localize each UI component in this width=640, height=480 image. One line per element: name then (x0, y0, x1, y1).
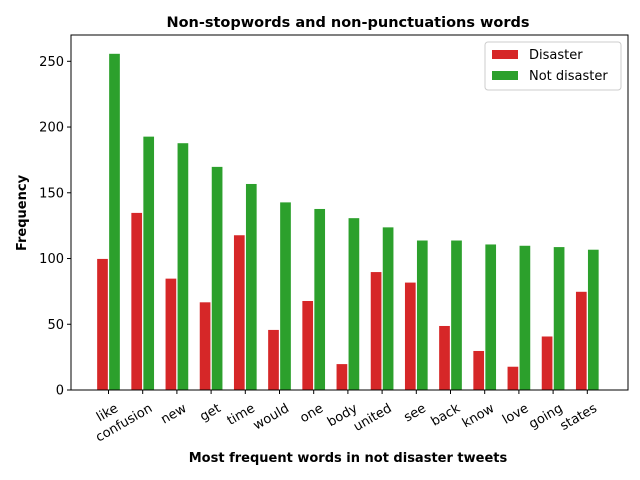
y-axis: 0 50 100 150 200 250 (39, 55, 71, 399)
bar-disaster-confusion (130, 212, 143, 391)
bar-not-disaster-united (381, 226, 395, 391)
chart-title: Non-stopwords and non-punctuations words (166, 15, 529, 31)
bar-not-disaster-see (416, 239, 429, 391)
plot-area (96, 53, 600, 391)
x-tick-label-love: love (500, 401, 531, 428)
legend: Disaster Not disaster (484, 41, 622, 91)
x-tick-label-would: would (251, 401, 292, 433)
legend-label-disaster: Disaster (529, 48, 583, 63)
bar-disaster-new (164, 277, 178, 391)
axes-frame (70, 34, 629, 391)
y-tick-label: 150 (39, 186, 64, 201)
bar-not-disaster-back (450, 239, 463, 391)
bar-disaster-one (301, 300, 314, 391)
bar-not-disaster-body (347, 217, 361, 391)
bar-not-disaster-know (484, 243, 497, 391)
bar-not-disaster-one (313, 208, 326, 391)
bar-not-disaster-would (279, 201, 292, 391)
y-axis-label: Frequency (15, 174, 30, 251)
bar-disaster-see (404, 281, 417, 391)
x-tick-label-going: going (527, 401, 566, 432)
bar-disaster-united (369, 271, 383, 391)
bar-disaster-time (233, 234, 246, 391)
bar-disaster-back (438, 325, 451, 391)
bar-not-disaster-time (245, 183, 258, 391)
bar-disaster-get (198, 301, 212, 391)
bar-disaster-would (267, 329, 280, 391)
bar-disaster-like (96, 258, 109, 391)
bar-not-disaster-states (587, 248, 600, 391)
legend-box (484, 41, 622, 91)
x-tick-label-states: states (558, 401, 600, 434)
y-tick-label: 0 (56, 384, 64, 399)
bar-disaster-know (472, 350, 485, 391)
y-tick-label: 250 (39, 55, 64, 70)
bar-disaster-body (335, 363, 349, 391)
bar-disaster-going (540, 335, 554, 391)
bar-not-disaster-get (210, 166, 224, 391)
x-tick-label-get: get (198, 401, 224, 425)
x-tick-label-see: see (401, 401, 428, 425)
bar-not-disaster-new (176, 142, 190, 391)
y-tick-label: 50 (47, 318, 64, 333)
x-tick-label-united: united (351, 401, 394, 435)
legend-swatch-not-disaster (492, 71, 518, 80)
bar-not-disaster-going (552, 246, 566, 391)
x-tick-label-know: know (460, 401, 498, 431)
x-tick-label-back: back (429, 401, 464, 430)
x-tick-label-new: new (159, 401, 190, 428)
y-tick-label: 200 (39, 121, 64, 136)
y-tick-label: 100 (39, 252, 64, 267)
bar-not-disaster-like (108, 53, 121, 391)
bar-not-disaster-love (518, 244, 532, 391)
x-axis-label: Most frequent words in not disaster twee… (189, 451, 508, 466)
bar-disaster-states (575, 290, 588, 391)
legend-label-not-disaster: Not disaster (529, 69, 608, 84)
bar-not-disaster-confusion (142, 135, 155, 391)
x-tick-label-one: one (298, 401, 326, 426)
legend-swatch-disaster (492, 50, 518, 59)
bar-disaster-love (506, 365, 520, 391)
